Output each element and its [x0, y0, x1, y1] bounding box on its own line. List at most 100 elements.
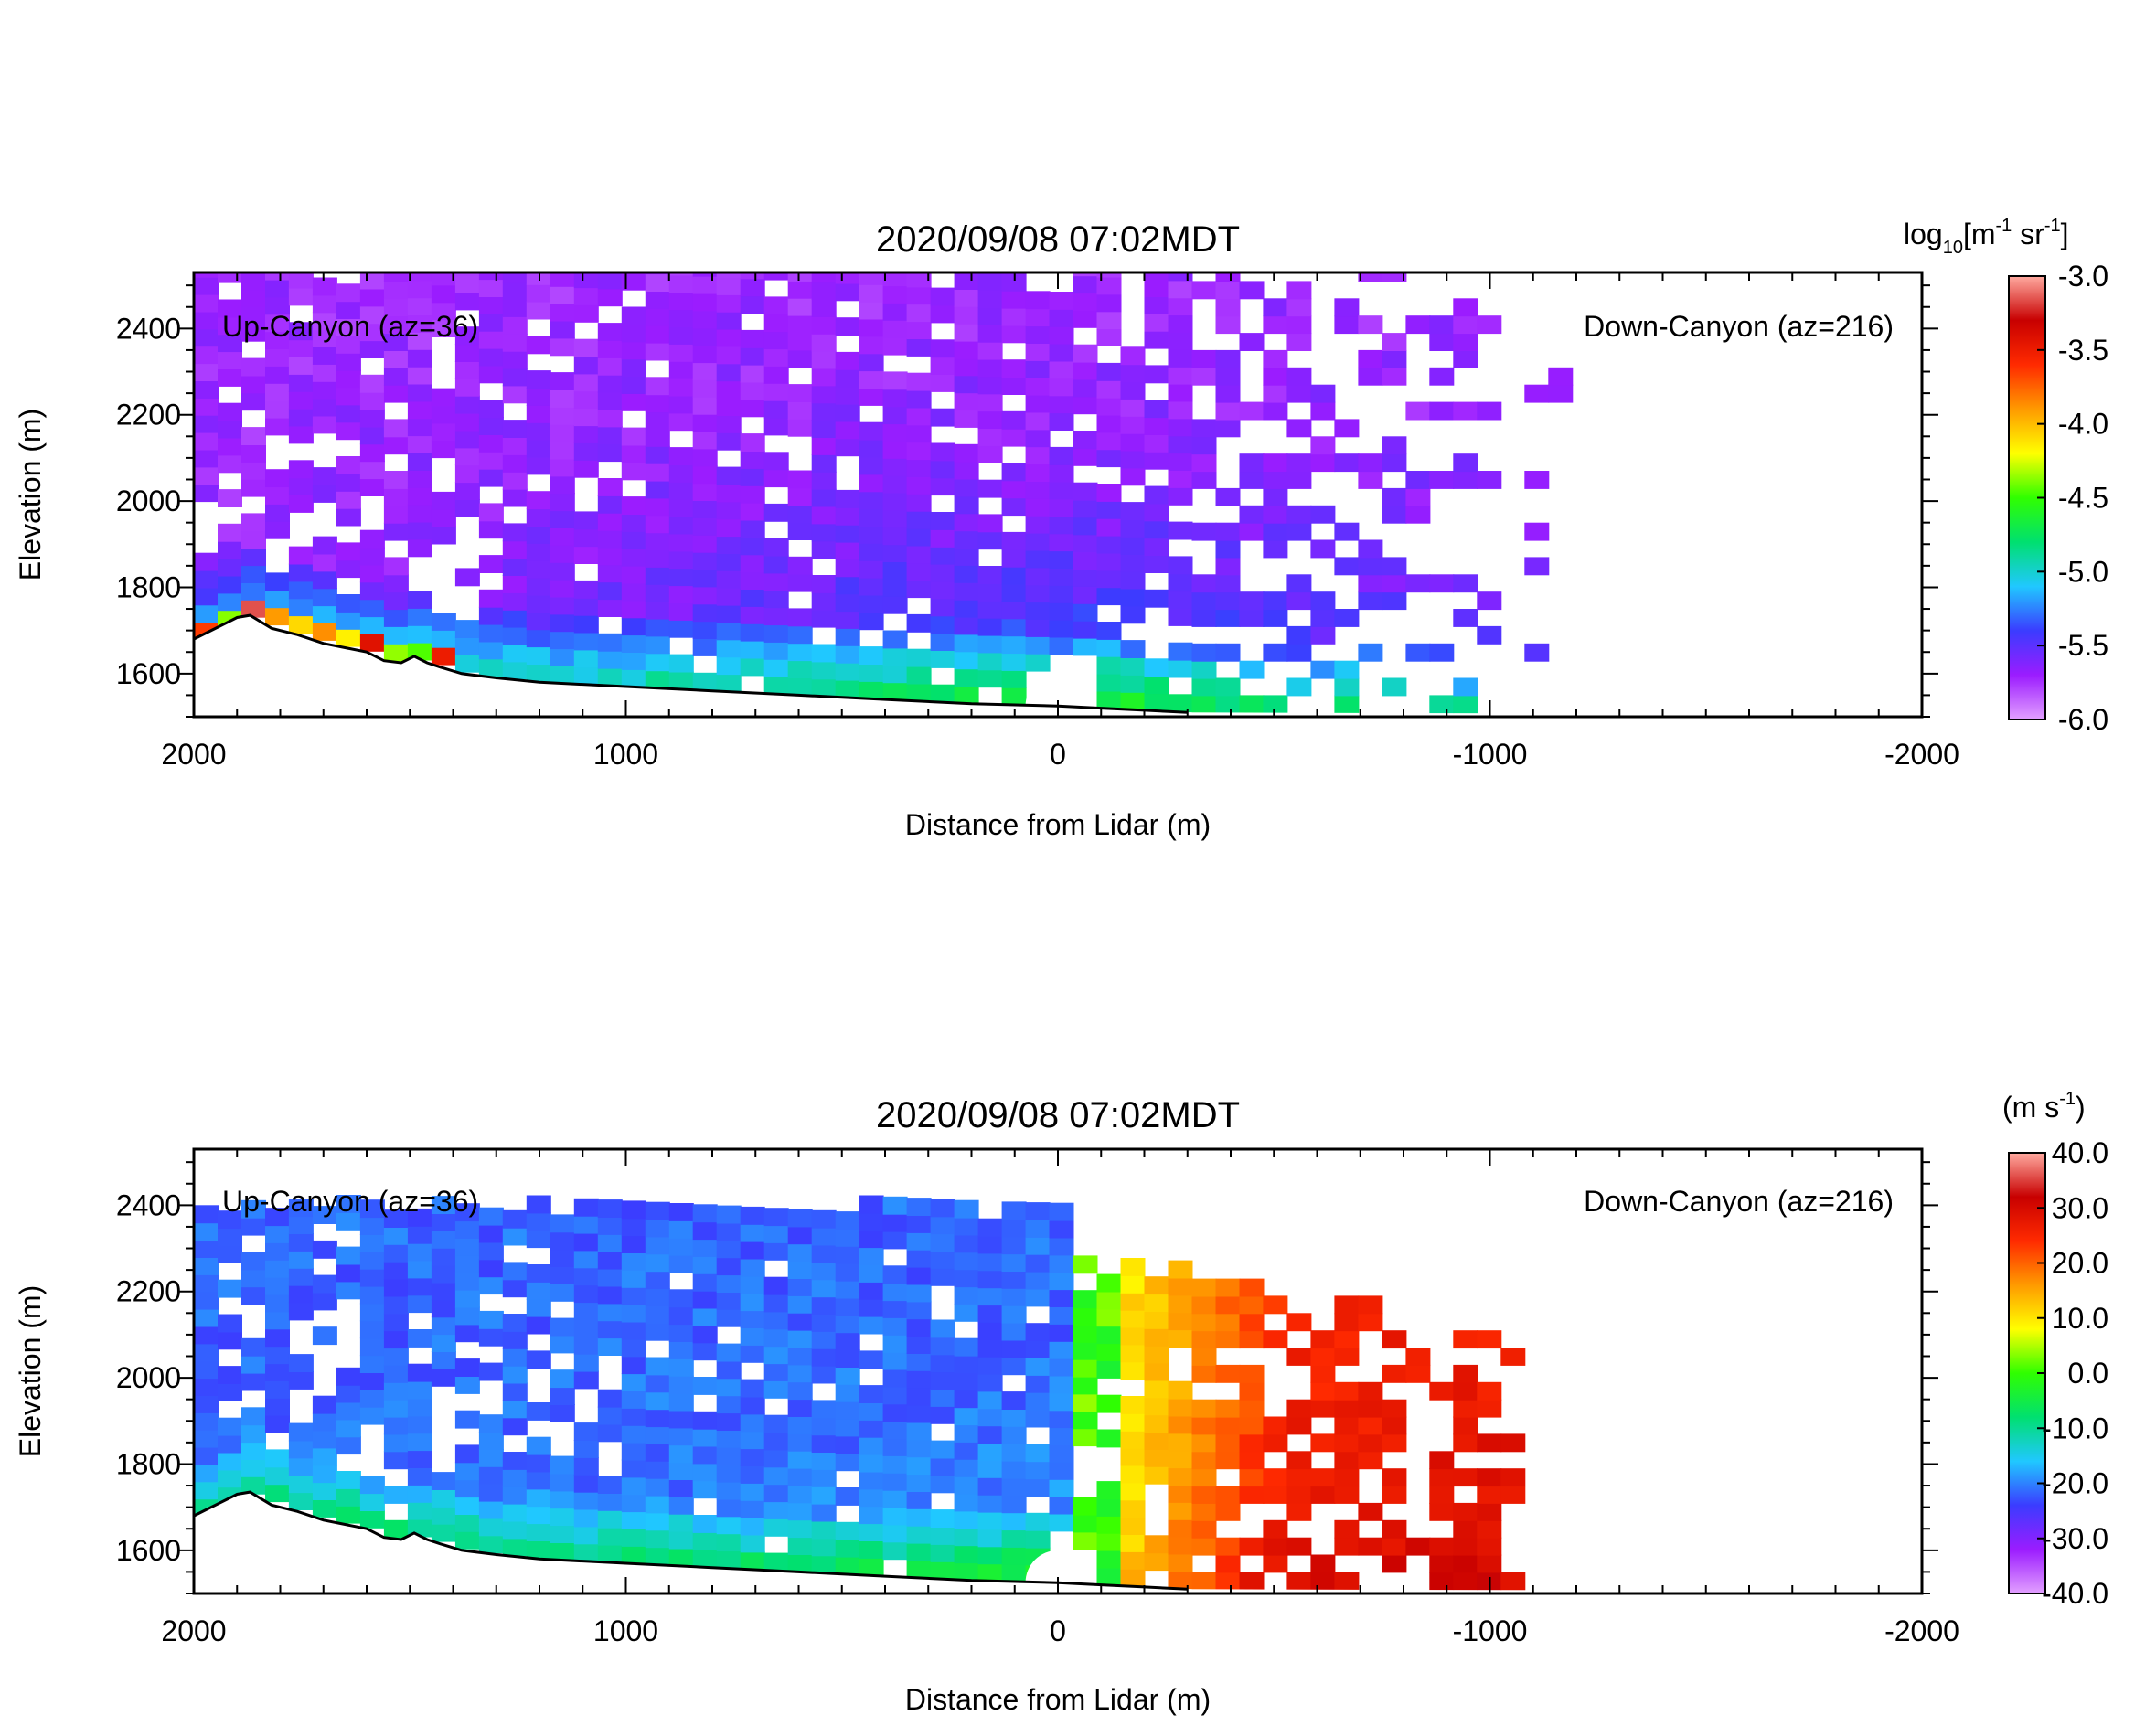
heatmap-cell — [1096, 1308, 1122, 1327]
heatmap-cell — [668, 1306, 694, 1326]
heatmap-cell — [407, 366, 432, 385]
heatmap-cell — [218, 402, 242, 421]
heatmap-cell — [526, 1281, 551, 1300]
heatmap-cell — [930, 563, 955, 582]
heatmap-cell — [1049, 1340, 1074, 1359]
heatmap-cell — [1025, 1461, 1051, 1480]
heatmap-cell — [407, 1208, 432, 1227]
heatmap-cell — [526, 1454, 551, 1473]
heatmap-cell — [1096, 552, 1122, 571]
heatmap-cell — [621, 1459, 646, 1478]
heatmap-cell — [194, 1343, 219, 1362]
heatmap-cell — [835, 403, 860, 422]
heatmap-cell — [218, 454, 242, 474]
heatmap-cell — [740, 346, 765, 366]
heatmap-cell — [668, 1530, 694, 1550]
heatmap-cell — [1120, 502, 1146, 520]
heatmap-cell — [1477, 1486, 1502, 1504]
heatmap-cell — [740, 571, 765, 590]
heatmap-cell — [502, 385, 528, 404]
heatmap-cell — [1191, 1486, 1217, 1504]
heatmap-cell — [906, 1215, 932, 1233]
heatmap-cell — [668, 1254, 694, 1273]
heatmap-cell — [763, 1432, 789, 1451]
heatmap-cell — [478, 400, 504, 419]
heatmap-cell — [265, 382, 290, 401]
heatmap-cell — [289, 253, 314, 272]
heatmap-cell — [763, 590, 789, 609]
heatmap-cell — [1215, 557, 1241, 576]
x-tick-label: 2000 — [161, 1614, 226, 1647]
heatmap-cell — [1049, 498, 1074, 517]
heatmap-cell — [954, 513, 979, 532]
heatmap-cell — [716, 604, 742, 623]
heatmap-cell — [1215, 487, 1241, 506]
heatmap-cell — [763, 1414, 789, 1433]
heatmap-cell — [597, 1544, 623, 1563]
heatmap-cell — [763, 1552, 789, 1572]
heatmap-cell — [1073, 431, 1098, 449]
heatmap-cell — [1096, 1550, 1122, 1569]
heatmap-cell — [407, 538, 432, 558]
heatmap-cell — [407, 1329, 432, 1348]
heatmap-cell — [811, 1538, 837, 1557]
colorbar-tick-label: 0.0 — [2068, 1357, 2108, 1390]
heatmap-cell — [906, 1318, 932, 1337]
heatmap-cell — [383, 471, 409, 489]
heatmap-cell — [740, 1344, 765, 1363]
heatmap-cell — [692, 448, 718, 467]
heatmap-cell — [1168, 1553, 1193, 1572]
heatmap-cell — [1405, 487, 1431, 506]
heatmap-cell — [407, 1242, 432, 1262]
heatmap-cell — [787, 625, 813, 645]
heatmap-cell — [930, 546, 955, 565]
heatmap-cell — [312, 1499, 337, 1518]
heatmap-cell — [977, 669, 1003, 688]
heatmap-cell — [1500, 1572, 1526, 1591]
heatmap-cell — [407, 348, 432, 368]
heatmap-cell — [977, 1563, 1003, 1582]
colorbar-tick-label: 30.0 — [2052, 1191, 2108, 1224]
heatmap-cell — [1239, 609, 1265, 627]
heatmap-cell — [1239, 1399, 1265, 1418]
heatmap-cell — [645, 653, 670, 672]
heatmap-cell — [1191, 660, 1217, 679]
heatmap-cell — [550, 1266, 575, 1284]
heatmap-cell — [668, 395, 694, 414]
heatmap-cell — [1049, 1461, 1074, 1480]
heatmap-cell — [1096, 1343, 1122, 1361]
heatmap-cell — [1286, 677, 1312, 697]
heatmap-cell — [859, 491, 884, 510]
heatmap-cell — [763, 1225, 789, 1243]
heatmap-cell — [1096, 311, 1122, 330]
heatmap-cell — [359, 340, 385, 358]
heatmap-cell — [1191, 1295, 1217, 1315]
heatmap-cell — [763, 1346, 789, 1365]
heatmap-cell — [312, 294, 337, 314]
heatmap-cell — [1001, 359, 1027, 378]
heatmap-cell — [1310, 660, 1336, 679]
heatmap-cell — [740, 278, 765, 297]
heatmap-cell — [1477, 1468, 1502, 1487]
heatmap-cell — [859, 388, 884, 406]
heatmap-cell — [930, 357, 955, 375]
colorbar-tick-label: -40.0 — [2042, 1577, 2108, 1610]
heatmap-cell — [1096, 500, 1122, 519]
heatmap-cell — [312, 329, 337, 347]
heatmap-cell — [407, 1450, 432, 1468]
heatmap-cell — [668, 516, 694, 535]
heatmap-cell — [716, 536, 742, 554]
heatmap-cell — [407, 1484, 432, 1503]
heatmap-cell — [550, 561, 575, 581]
heatmap-cell — [1001, 1322, 1027, 1341]
heatmap-cell — [312, 1206, 337, 1224]
heatmap-cell — [1524, 643, 1550, 662]
heatmap-cell — [478, 1483, 504, 1502]
heatmap-cell — [383, 1519, 409, 1539]
heatmap-cell — [194, 570, 219, 589]
heatmap-cell — [882, 1300, 908, 1318]
heatmap-cell — [716, 552, 742, 571]
heatmap-cell — [526, 370, 551, 389]
heatmap-cell — [241, 272, 266, 291]
heatmap-cell — [787, 1502, 813, 1521]
